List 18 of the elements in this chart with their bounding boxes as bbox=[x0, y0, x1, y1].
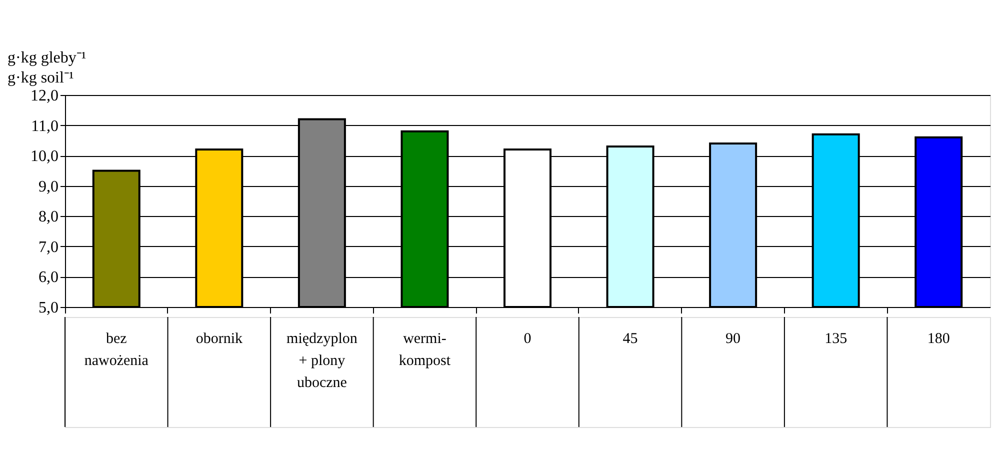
y-tick-label: 7,0 bbox=[38, 238, 58, 256]
x-tick-label: 135 bbox=[824, 331, 848, 347]
x-tick-label: 90 bbox=[726, 331, 741, 347]
y-tick-label: 8,0 bbox=[38, 208, 58, 226]
x-tick-label: międzyplon + plony uboczne bbox=[286, 331, 358, 391]
y-tick-label: 12,0 bbox=[30, 88, 58, 104]
y-tick-label: 10,0 bbox=[30, 148, 58, 166]
x-tick-label: bez nawożenia bbox=[84, 331, 149, 369]
x-tick-label: 45 bbox=[622, 331, 638, 347]
y-tick-label: 9,0 bbox=[38, 178, 58, 196]
y-tick-label: 5,0 bbox=[38, 300, 58, 316]
x-tick-label: obornik bbox=[196, 331, 243, 347]
x-tick-label: wermi- kompost bbox=[398, 331, 452, 369]
y-tick-label: 11,0 bbox=[31, 118, 58, 135]
y-tick-label: 6,0 bbox=[38, 269, 58, 286]
y-axis-title: g·kg gleby⁻¹ g·kg soil⁻¹ bbox=[8, 50, 86, 86]
x-tick-label: 0 bbox=[524, 331, 532, 347]
x-tick-label: 180 bbox=[927, 331, 950, 347]
